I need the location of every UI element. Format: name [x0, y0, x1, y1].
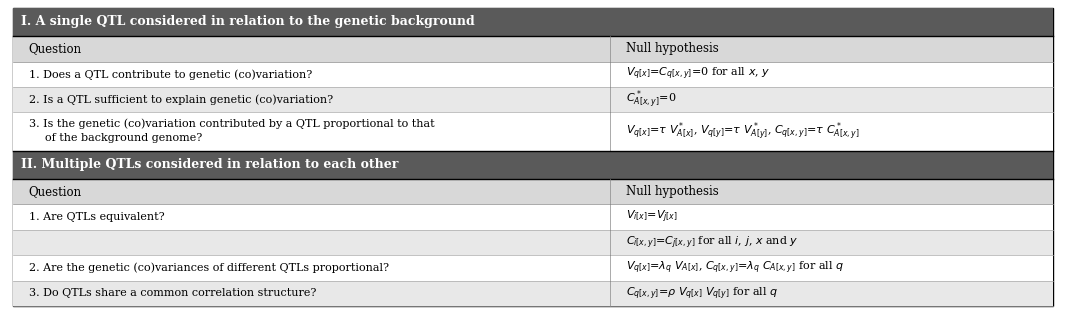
- Text: I. A single QTL considered in relation to the genetic background: I. A single QTL considered in relation t…: [21, 15, 475, 29]
- Bar: [13, 255, 610, 281]
- Bar: [13, 112, 610, 151]
- Bar: [610, 36, 1053, 62]
- Text: $C_{q[x,y]}$=$\rho$ $V_{q[x]}$ $V_{q[y]}$ for all $q$: $C_{q[x,y]}$=$\rho$ $V_{q[x]}$ $V_{q[y]}…: [626, 285, 778, 302]
- Bar: [13, 87, 610, 112]
- Bar: [610, 281, 1053, 306]
- Bar: [13, 281, 610, 306]
- Bar: [610, 112, 1053, 151]
- Bar: [610, 179, 1053, 204]
- Bar: [13, 179, 610, 204]
- Text: $C_{i[x,y]}$=$C_{j[x,y]}$ for all $i$, $j$, $x$ and $y$: $C_{i[x,y]}$=$C_{j[x,y]}$ for all $i$, $…: [626, 234, 798, 251]
- Text: $V_{i[x]}$=$V_{j[x]}$: $V_{i[x]}$=$V_{j[x]}$: [626, 209, 678, 225]
- Text: 1. Does a QTL contribute to genetic (co)variation?: 1. Does a QTL contribute to genetic (co)…: [29, 69, 312, 79]
- Bar: [13, 62, 610, 87]
- Bar: [610, 87, 1053, 112]
- Text: 2. Is a QTL sufficient to explain genetic (co)variation?: 2. Is a QTL sufficient to explain geneti…: [29, 95, 333, 105]
- Bar: [13, 230, 610, 255]
- Text: Null hypothesis: Null hypothesis: [626, 42, 718, 55]
- Bar: [610, 255, 1053, 281]
- Text: Question: Question: [29, 185, 82, 198]
- Bar: [13, 204, 610, 230]
- Bar: [610, 204, 1053, 230]
- Text: Question: Question: [29, 42, 82, 55]
- Text: 2. Are the genetic (co)variances of different QTLs proportional?: 2. Are the genetic (co)variances of diff…: [29, 263, 389, 273]
- Bar: [13, 8, 1053, 36]
- Text: 3. Do QTLs share a common correlation structure?: 3. Do QTLs share a common correlation st…: [29, 289, 317, 298]
- Text: $V_{q[x]}$=$\lambda_q$ $V_{A[x]}$, $C_{q[x,y]}$=$\lambda_q$ $C_{A[x,y]}$ for all: $V_{q[x]}$=$\lambda_q$ $V_{A[x]}$, $C_{q…: [626, 260, 844, 276]
- Text: $V_{q[x]}$=$\tau$ $V^*_{A[x]}$, $V_{q[y]}$=$\tau$ $V^*_{A[y]}$, $C_{q[x,y]}$=$\t: $V_{q[x]}$=$\tau$ $V^*_{A[x]}$, $V_{q[y]…: [626, 121, 859, 143]
- Text: II. Multiple QTLs considered in relation to each other: II. Multiple QTLs considered in relation…: [21, 158, 399, 171]
- Bar: [610, 62, 1053, 87]
- Text: $C^*_{A[x,y]}$=0: $C^*_{A[x,y]}$=0: [626, 89, 676, 111]
- Bar: [610, 230, 1053, 255]
- Text: $V_{q[x]}$=$C_{q[x,y]}$=0 for all $x$, $y$: $V_{q[x]}$=$C_{q[x,y]}$=0 for all $x$, $…: [626, 66, 770, 83]
- Text: Null hypothesis: Null hypothesis: [626, 185, 718, 198]
- Bar: [13, 36, 610, 62]
- Bar: [13, 151, 1053, 179]
- Text: of the background genome?: of the background genome?: [45, 133, 203, 143]
- Text: 3. Is the genetic (co)variation contributed by a QTL proportional to that: 3. Is the genetic (co)variation contribu…: [29, 119, 435, 129]
- Text: 1. Are QTLs equivalent?: 1. Are QTLs equivalent?: [29, 212, 164, 222]
